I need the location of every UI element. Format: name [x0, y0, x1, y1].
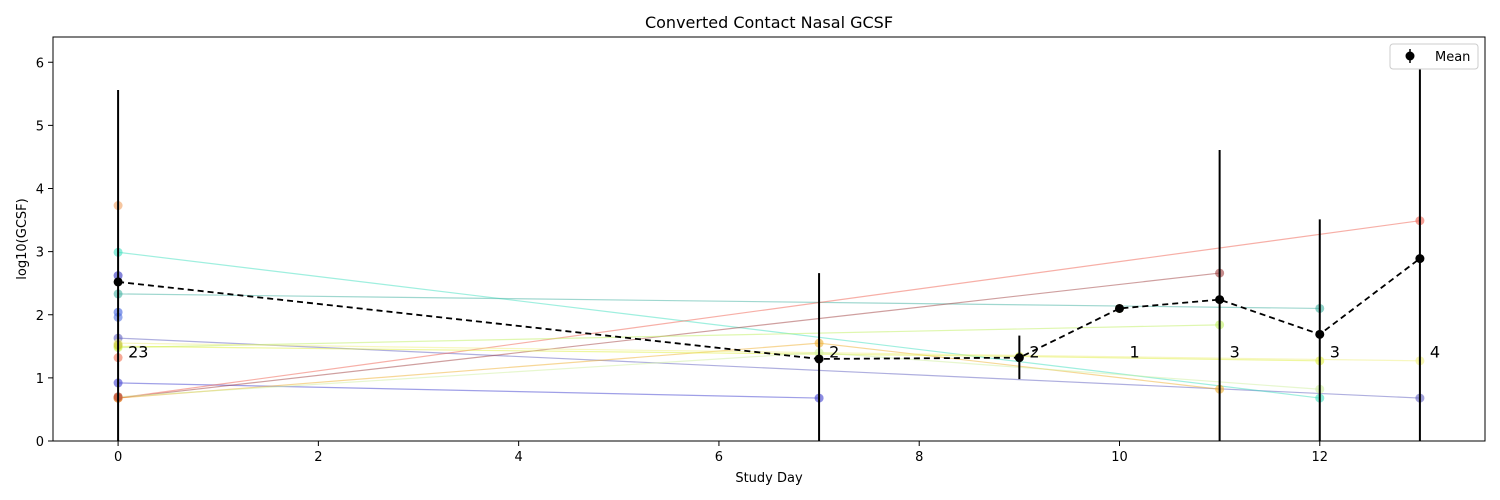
- mean-point-9: [1014, 353, 1024, 363]
- y-axis: 0 1 2 3 4 5 6: [36, 56, 53, 450]
- y-tick-label-6: 6: [36, 56, 44, 71]
- subject-5-line: [118, 220, 1420, 399]
- subject-4-line: [118, 272, 1220, 399]
- legend-mean-marker: [1405, 51, 1415, 61]
- x-tick-label-6: 6: [715, 450, 723, 465]
- subject-9-line: [118, 342, 1420, 362]
- x-tick-label-0: 0: [114, 450, 122, 465]
- subject-0-line: [118, 382, 820, 399]
- x-axis-label: Study Day: [735, 471, 803, 486]
- y-tick-label-1: 1: [36, 372, 44, 387]
- legend-entry-mean: Mean: [1435, 50, 1470, 65]
- chart-title: Converted Contact Nasal GCSF: [645, 13, 893, 32]
- mean-series: [113, 254, 1425, 364]
- plot-frame: [52, 36, 1486, 442]
- y-axis-label: log10(GCSF): [15, 198, 30, 279]
- x-tick-label-8: 8: [915, 450, 923, 465]
- mean-point-7: [814, 354, 824, 364]
- y-tick-label-4: 4: [36, 183, 44, 198]
- mean-point-11: [1215, 295, 1225, 305]
- y-tick-label-5: 5: [36, 119, 44, 134]
- y-tick-label-2: 2: [36, 309, 44, 324]
- mean-point-10: [1114, 303, 1124, 313]
- x-tick-label-10: 10: [1111, 450, 1128, 465]
- mean-point-0: [113, 277, 123, 287]
- x-tick-label-12: 12: [1311, 450, 1328, 465]
- subject-2-line: [118, 251, 1320, 399]
- mean-point-13: [1415, 254, 1425, 264]
- count-label-0: 23: [128, 343, 148, 362]
- mean-point-12: [1315, 329, 1325, 339]
- legend: Mean: [1389, 43, 1479, 70]
- count-label-9: 2: [1029, 343, 1039, 362]
- y-tick-label-3: 3: [36, 246, 44, 261]
- subject-7-line: [118, 324, 1220, 349]
- x-axis: 0 2 4 6 8 10 12: [114, 441, 1328, 465]
- count-label-10: 1: [1129, 343, 1139, 362]
- count-label-12: 3: [1330, 343, 1340, 362]
- count-label-11: 3: [1230, 343, 1240, 362]
- count-label-13: 4: [1430, 343, 1440, 362]
- subject-1-line: [118, 337, 1420, 399]
- y-tick-label-0: 0: [36, 435, 44, 450]
- x-tick-label-4: 4: [515, 450, 523, 465]
- plot-area: [53, 37, 1485, 441]
- count-labels: 23 2 2 1 3 3 4: [128, 343, 1440, 362]
- legend-box: [1389, 43, 1479, 70]
- count-label-7: 2: [829, 343, 839, 362]
- x-tick-label-2: 2: [314, 450, 322, 465]
